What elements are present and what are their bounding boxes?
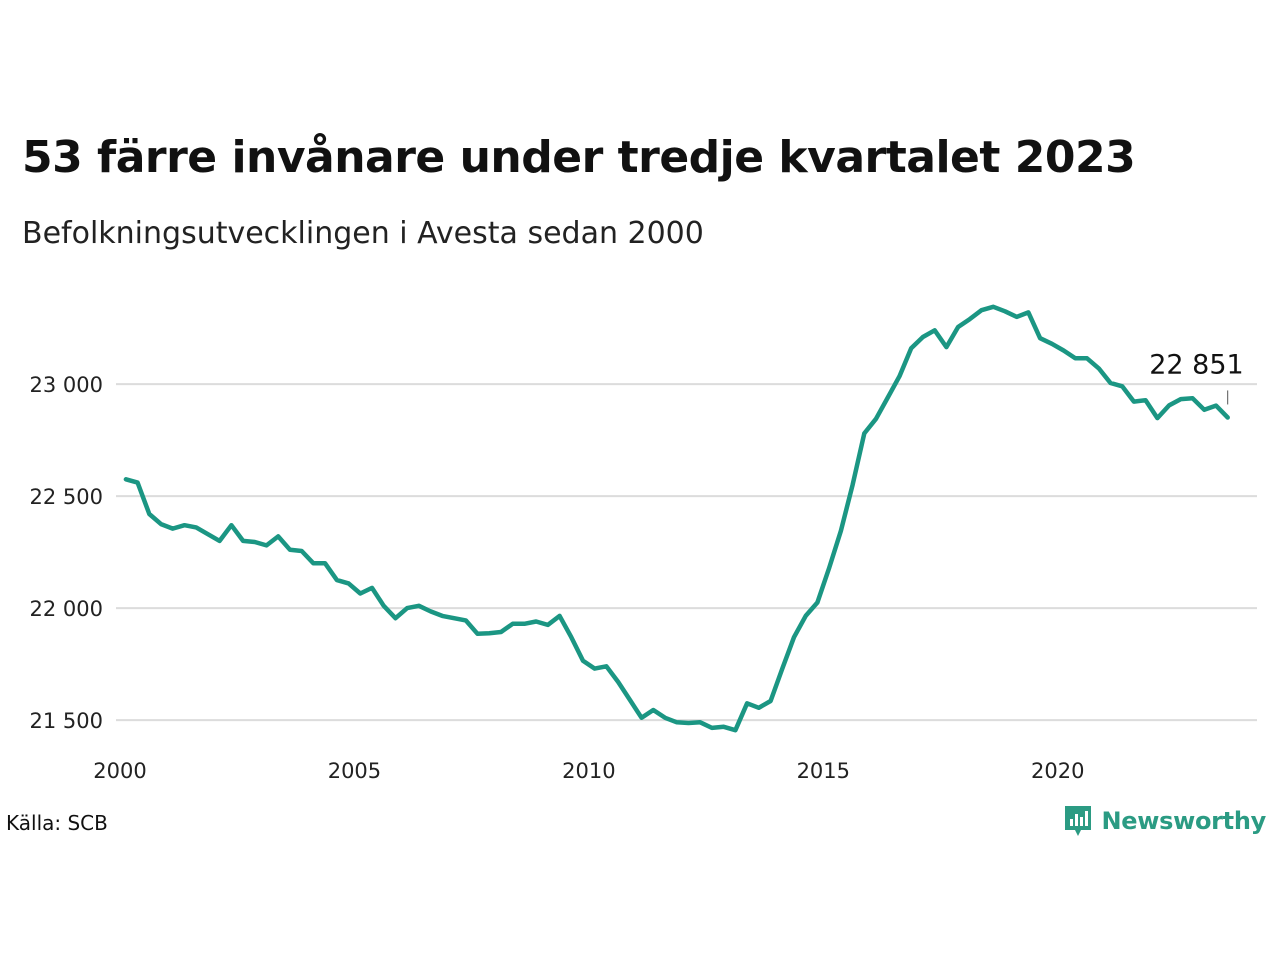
series-line bbox=[123, 304, 1230, 733]
chart-subtitle: Befolkningsutvecklingen i Avesta sedan 2… bbox=[22, 216, 704, 251]
gridlines bbox=[116, 383, 1257, 722]
y-tick-label: 23 000 bbox=[30, 373, 103, 397]
x-tick-label: 2010 bbox=[562, 759, 615, 783]
y-tick-label: 22 000 bbox=[30, 597, 103, 621]
x-tick-label: 2005 bbox=[328, 759, 381, 783]
x-tick-label: 2020 bbox=[1031, 759, 1084, 783]
newsworthy-logo-icon bbox=[1065, 806, 1092, 836]
brand-logo: Newsworthy bbox=[1063, 804, 1266, 838]
chart-title: 53 färre invånare under tredje kvartalet… bbox=[22, 132, 1136, 183]
brand-name: Newsworthy bbox=[1101, 807, 1266, 835]
y-axis-ticks: 21 500 22 000 22 500 23 000 bbox=[30, 373, 103, 733]
y-tick-label: 21 500 bbox=[30, 709, 103, 733]
y-tick-label: 22 500 bbox=[30, 485, 103, 509]
source-note: Källa: SCB bbox=[6, 811, 108, 835]
x-tick-label: 2000 bbox=[93, 759, 146, 783]
x-axis-ticks: 2000 2005 2010 2015 2020 bbox=[93, 759, 1084, 783]
x-tick-label: 2015 bbox=[797, 759, 850, 783]
end-value-label: 22 851 bbox=[1149, 349, 1243, 380]
